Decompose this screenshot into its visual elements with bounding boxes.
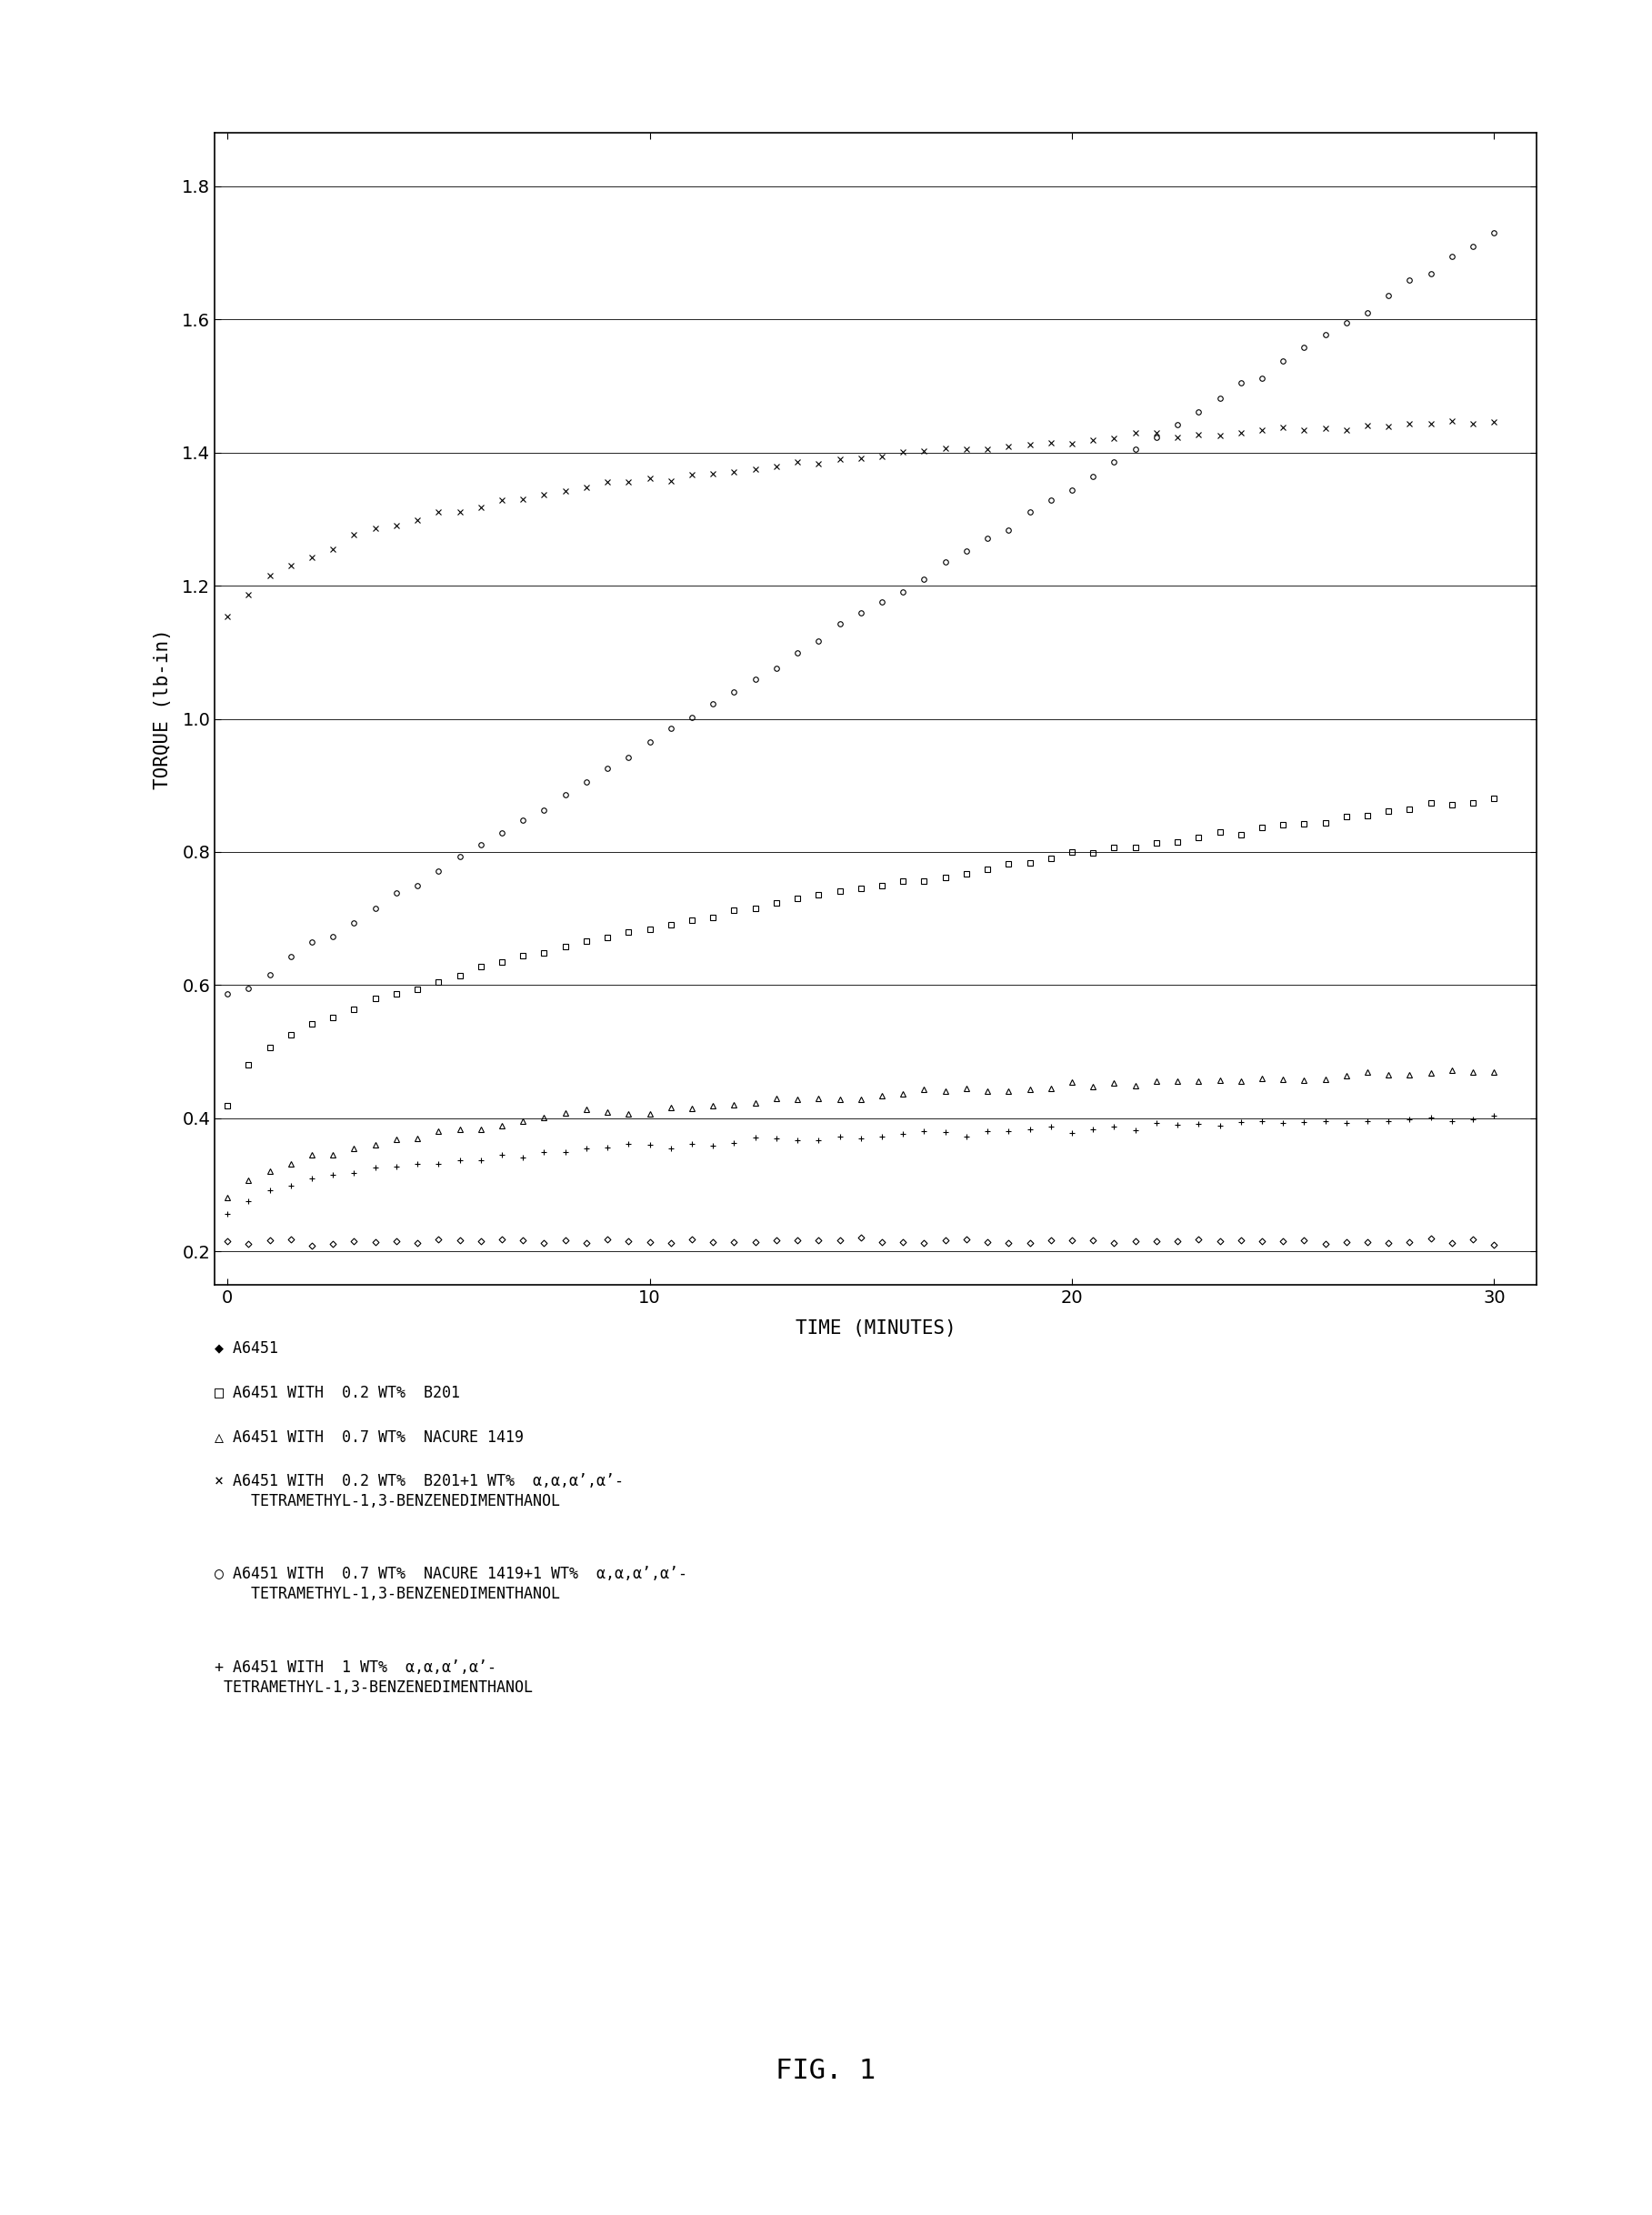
Text: + A6451 WITH  1 WT%  α,α,α’,α’-
 TETRAMETHYL-1,3-BENZENEDIMENTHANOL: + A6451 WITH 1 WT% α,α,α’,α’- TETRAMETHY… [215,1659,534,1697]
Text: □ A6451 WITH  0.2 WT%  B201: □ A6451 WITH 0.2 WT% B201 [215,1384,461,1400]
X-axis label: TIME (MINUTES): TIME (MINUTES) [795,1318,957,1338]
Text: △ A6451 WITH  0.7 WT%  NACURE 1419: △ A6451 WITH 0.7 WT% NACURE 1419 [215,1429,524,1444]
Text: × A6451 WITH  0.2 WT%  B201+1 WT%  α,α,α’,α’-
    TETRAMETHYL-1,3-BENZENEDIMENTH: × A6451 WITH 0.2 WT% B201+1 WT% α,α,α’,α… [215,1473,624,1511]
Text: FIG. 1: FIG. 1 [776,2058,876,2084]
Y-axis label: TORQUE (lb-in): TORQUE (lb-in) [154,629,172,789]
Text: ◆ A6451: ◆ A6451 [215,1340,279,1356]
Text: ○ A6451 WITH  0.7 WT%  NACURE 1419+1 WT%  α,α,α’,α’-
    TETRAMETHYL-1,3-BENZENE: ○ A6451 WITH 0.7 WT% NACURE 1419+1 WT% α… [215,1566,687,1604]
